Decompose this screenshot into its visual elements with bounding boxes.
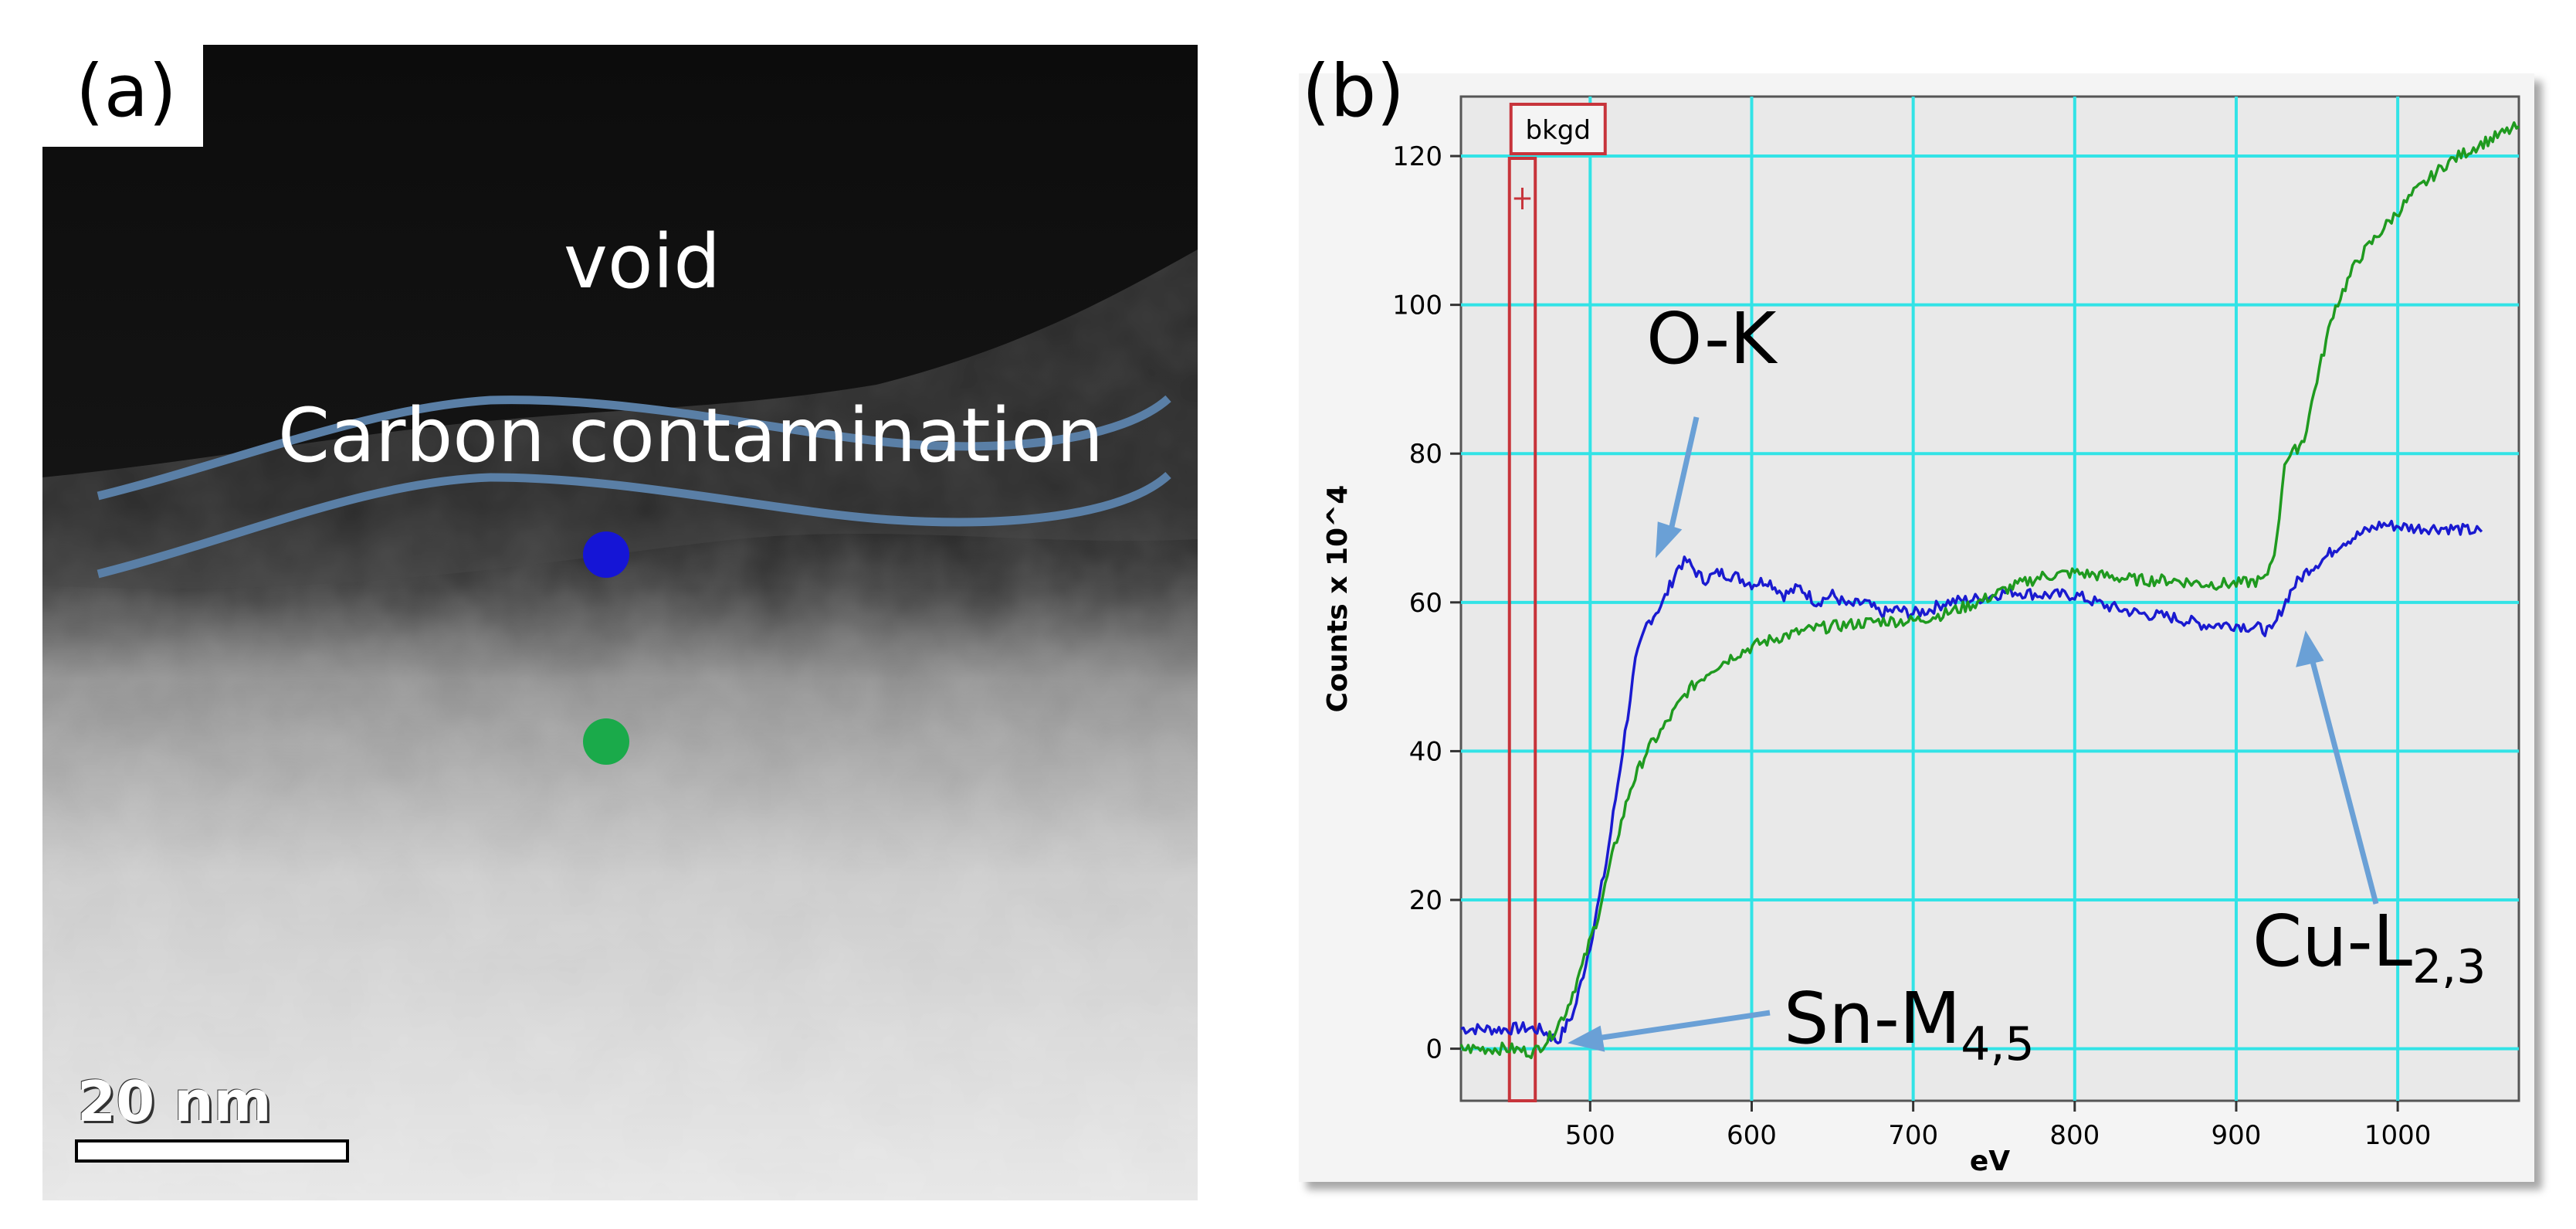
green-measurement-point (583, 718, 629, 765)
x-tick-label: 1000 (2364, 1120, 2432, 1151)
y-tick-label: 120 (1392, 141, 1442, 172)
x-tick-label: 700 (1888, 1120, 1938, 1151)
scale-bar-label: 20 nm (77, 1069, 272, 1134)
stem-image (42, 45, 1198, 1200)
eels-chart: bkgd 500 600 700 800 900 1000020406080100120 … (1322, 95, 2520, 1177)
annotation-arrows (1568, 416, 2379, 1052)
sn-arrow (1591, 1010, 1771, 1042)
scale-bar (75, 1139, 349, 1163)
x-tick-label: 900 (2212, 1120, 2262, 1151)
carbon-boundary-lower (97, 471, 1171, 579)
bkgd-window-rect (1507, 157, 1537, 1102)
panel-a-label-box (42, 45, 203, 147)
annotation-cu-l: Cu-L2,3 (2252, 900, 2486, 994)
background-window: bkgd (1507, 103, 1607, 1102)
y-tick-label: 0 (1425, 1034, 1442, 1065)
y-tick-label: 100 (1392, 290, 1442, 321)
ok-arrow (1666, 416, 1700, 538)
stem-image-panel: void Carbon contamination (42, 45, 1198, 1200)
x-axis-label: eV (1970, 1146, 2010, 1177)
bkgd-label: bkgd (1526, 115, 1591, 146)
series-line-blue (1460, 519, 2483, 1045)
carbon-contamination-label: Carbon contamination (278, 392, 1103, 479)
x-tick-label: 600 (1727, 1120, 1777, 1151)
y-tick-label: 80 (1409, 439, 1442, 470)
tick-layer: 500 600 700 800 900 1000 0 20 40 60 80 100 120 (1392, 141, 2431, 1151)
y-tick-label: 20 (1409, 885, 1442, 916)
void-label: void (564, 219, 721, 305)
panel-a-label: (a) (76, 49, 177, 134)
annotation-cu-l-sub: 2,3 (2412, 940, 2486, 994)
y-tick-label: 60 (1409, 588, 1442, 619)
cu-arrow (2307, 652, 2379, 905)
y-axis-label: Counts x 10^4 (1322, 485, 1354, 713)
annotation-o-k: O-K (1646, 297, 1778, 380)
sn-arrowhead (1568, 1025, 1605, 1052)
grid-layer (1461, 97, 2519, 1101)
carbon-boundary-upper (97, 395, 1171, 501)
x-tick-label: 500 (1565, 1120, 1615, 1151)
cu-arrowhead (2296, 630, 2324, 667)
ok-arrowhead (1655, 521, 1683, 558)
x-tick-label: 800 (2049, 1120, 2100, 1151)
annotation-sn-m-sub: 4,5 (1961, 1017, 2034, 1071)
y-tick-label: 40 (1409, 736, 1442, 767)
annotation-sn-m: Sn-M4,5 (1784, 977, 2035, 1071)
annotation-sn-m-base: Sn-M (1784, 977, 1961, 1060)
annotation-cu-l-base: Cu-L (2252, 900, 2412, 983)
series-layer (1459, 121, 2520, 1060)
eels-chart-panel: bkgd 500 600 700 800 900 1000 0 20 40 60 80 100 120 … (1299, 73, 2534, 1182)
series-line-green (1459, 121, 2520, 1060)
bkgd-label-box (1509, 103, 1607, 155)
blue-measurement-point (583, 531, 629, 578)
panel-b-label: (b) (1302, 49, 1405, 134)
